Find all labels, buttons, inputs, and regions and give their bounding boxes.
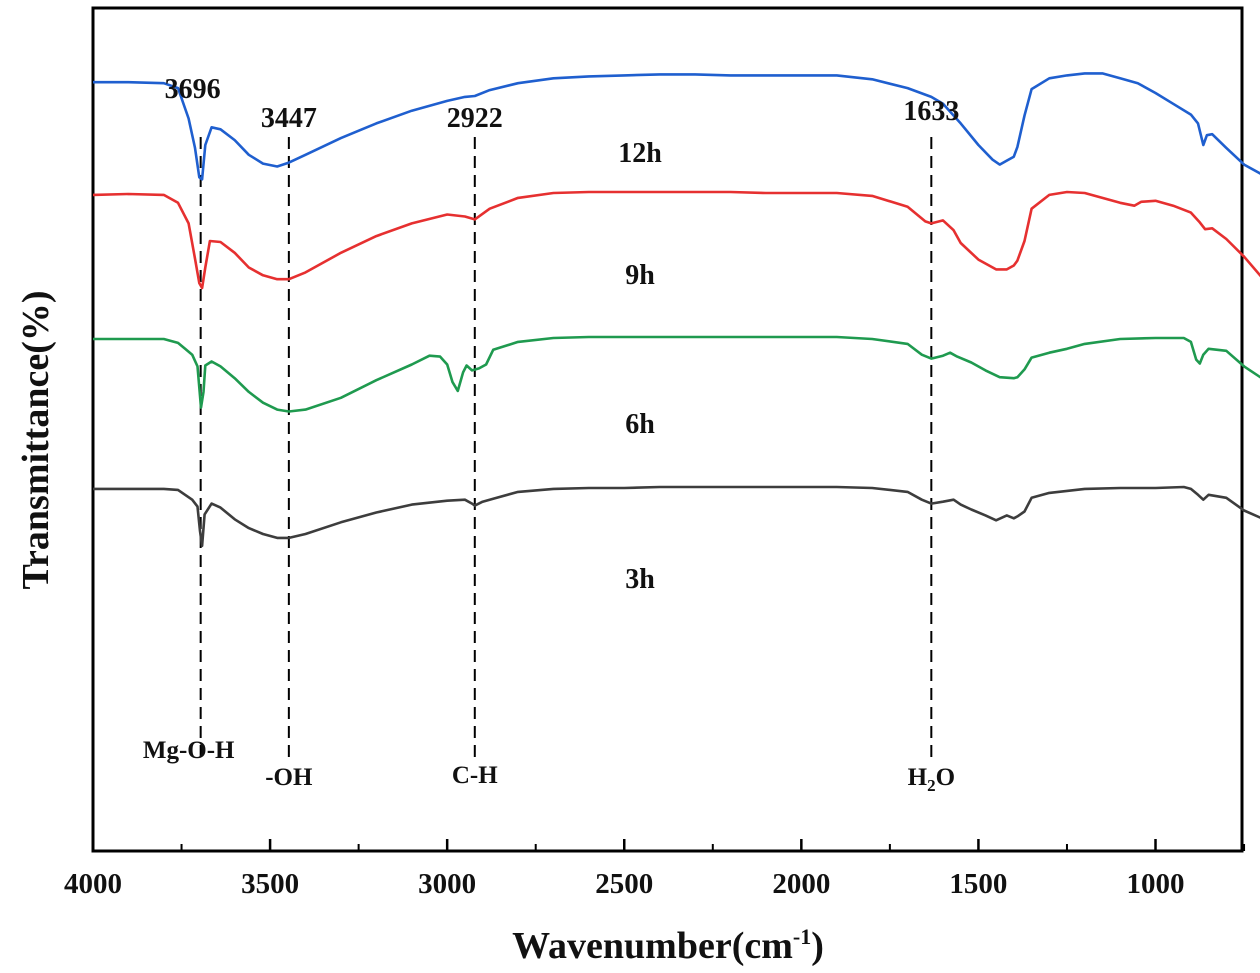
x-tick-label: 4000 <box>64 868 122 900</box>
series-line-12h <box>93 72 1260 181</box>
x-tick-label: 1000 <box>1127 868 1185 900</box>
peak-wavenumber-label: 1633 <box>903 96 959 127</box>
band-assignment-label: -OH <box>265 764 313 791</box>
plot-frame <box>91 6 1244 853</box>
band-assignment-label: Mg-O-H <box>143 737 235 764</box>
series-line-6h <box>93 335 1260 413</box>
x-tick-label: 2500 <box>595 868 653 900</box>
series-label-9h: 9h <box>625 260 655 291</box>
x-axis-title-close: ) <box>811 925 824 967</box>
x-axis-title: Wavenumber(cm-1) <box>512 924 824 967</box>
peak-marker-lines <box>199 137 933 764</box>
x-axis-title-superscript: -1 <box>793 924 811 949</box>
series-line-9h <box>92 190 1260 290</box>
x-tick-label: 3500 <box>241 868 299 900</box>
x-axis-tick-labels: 4000350030002500200015001000500 <box>64 868 1185 900</box>
band-assignment-label: H2O <box>908 764 955 795</box>
peak-wavenumber-label: 2922 <box>447 103 503 134</box>
series-lines <box>92 72 1260 548</box>
band-labels: Mg-O-H-OHC-HH2OMg-O <box>143 737 955 795</box>
peak-wavenumber-label: 3696 <box>165 74 221 105</box>
series-label-12h: 12h <box>618 138 662 169</box>
series-line-3h <box>93 485 1260 548</box>
peak-wavenumber-label: 3447 <box>261 103 317 134</box>
x-axis-title-main: Wavenumber(cm <box>512 925 793 967</box>
series-labels: 12h 9h 6h 3h <box>618 138 662 595</box>
x-tick-label: 1500 <box>949 868 1007 900</box>
x-tick-label: 3000 <box>418 868 476 900</box>
band-assignment-label: C-H <box>452 762 498 789</box>
x-axis-ticks <box>91 839 1246 851</box>
peak-labels: 3696344729221633487 <box>165 74 960 134</box>
y-axis-title: Transmittance(%) <box>15 290 57 589</box>
series-label-3h: 3h <box>625 564 655 595</box>
x-tick-label: 2000 <box>772 868 830 900</box>
series-label-6h: 6h <box>625 409 655 440</box>
